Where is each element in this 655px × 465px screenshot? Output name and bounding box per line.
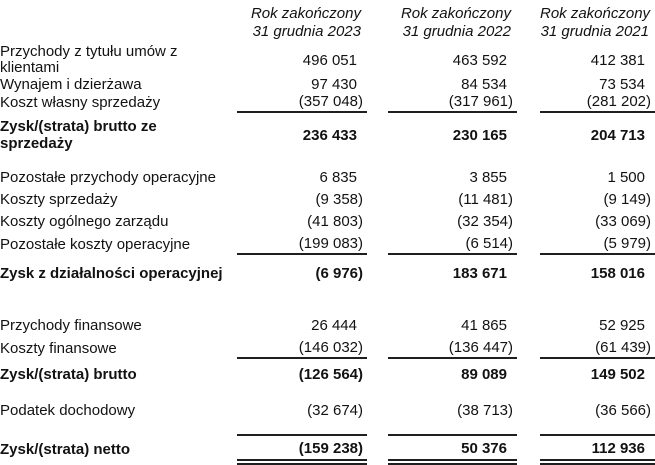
row-label: Koszty sprzedaży [0,190,118,208]
value-2021: 412 381 [590,51,645,69]
value-2023: 6 835 [319,168,357,186]
row-zysk-brutto-ze-sprzedazy: Zysk/(strata) brutto ze sprzedaży 236 43… [0,118,655,152]
row-label: Zysk/(strata) brutto ze sprzedaży [0,118,157,152]
value-2022: 230 165 [452,126,507,144]
row-koszty-finansowe: Koszty finansowe (146 032) (136 447) (61… [0,336,655,361]
column-header-2021: Rok zakończony 31 grudnia 2021 [540,5,655,41]
row-wynajem-dzierzawa: Wynajem i dzierżawa 97 430 84 534 73 534 [0,76,655,93]
value-2021: 204 713 [590,126,645,144]
row-label: Koszty finansowe [0,340,117,357]
value-2022: (32 354) [457,212,513,230]
value-2023: (159 238) [237,434,367,465]
value-2021: 149 502 [590,366,645,383]
row-koszty-sprzedazy: Koszty sprzedaży (9 358) (11 481) (9 149… [0,188,655,210]
value-2023: 496 051 [302,51,357,69]
row-label: Koszty ogólnego zarządu [0,212,169,230]
value-2023: 26 444 [311,316,357,334]
row-pozostale-przychody-operacyjne: Pozostałe przychody operacyjne 6 835 3 8… [0,166,655,188]
row-zysk-strata-netto: Zysk/(strata) netto (159 238) 50 376 112… [0,434,655,465]
row-label: Wynajem i dzierżawa [0,75,142,93]
value-2021: (36 566) [595,402,651,419]
column-header-line2: 31 grudnia 2023 [252,23,361,40]
value-2022: (136 447) [388,339,517,359]
column-header-line1: Rok zakończony [540,5,651,22]
value-2023: (199 083) [237,235,367,255]
year-column-headers: Rok zakończony 31 grudnia 2023 Rok zakoń… [0,5,655,41]
section-gap [0,282,655,314]
row-label: Przychody finansowe [0,316,142,334]
value-2023: (146 032) [237,339,367,359]
row-zysk-strata-brutto: Zysk/(strata) brutto (126 564) 89 089 14… [0,366,655,383]
value-2023: (41 803) [307,212,363,230]
value-2021: (281 202) [540,93,655,113]
row-przychody-finansowe: Przychody finansowe 26 444 41 865 52 925 [0,314,655,336]
row-label: Pozostałe przychody operacyjne [0,168,216,186]
row-label: Zysk z działalności operacyjnej [0,265,223,282]
header-spacer [0,5,237,41]
value-2023: (126 564) [298,366,363,383]
value-2023: 236 433 [302,126,357,144]
row-koszty-ogolnego-zarzadu: Koszty ogólnego zarządu (41 803) (32 354… [0,210,655,232]
row-zysk-dzialalnosc-operacyjna: Zysk z działalności operacyjnej (6 976) … [0,265,655,282]
value-2021: (61 439) [540,339,655,359]
value-2023: 97 430 [311,76,357,93]
column-header-line1: Rok zakończony [400,5,511,22]
value-2021: 112 936 [540,434,655,465]
column-header-2022: Rok zakończony 31 grudnia 2022 [388,5,517,41]
column-header-line2: 31 grudnia 2021 [540,23,649,40]
value-2021: (9 149) [603,190,651,208]
value-2023: (32 674) [307,402,363,419]
row-label: Zysk/(strata) netto [0,441,131,458]
column-header-2023: Rok zakończony 31 grudnia 2023 [237,5,367,41]
row-label: Koszt własny sprzedaży [0,94,161,111]
value-2021: (33 069) [595,212,651,230]
row-label: Podatek dochodowy [0,401,136,419]
value-2021: 52 925 [599,316,645,334]
value-2022: 183 671 [452,265,507,282]
value-2022: 50 376 [388,434,517,465]
value-2022: (11 481) [458,190,513,208]
value-2021: 158 016 [590,265,645,282]
section-gap [0,152,655,166]
row-label: Przychody z tytułu umów z klientami [0,43,178,76]
value-2023: (6 976) [315,265,363,282]
value-2021: (5 979) [540,235,655,255]
row-koszt-wlasny-sprzedazy: Koszt własny sprzedaży (357 048) (317 96… [0,93,655,113]
value-2022: 41 865 [461,316,507,334]
row-podatek-dochodowy: Podatek dochodowy (32 674) (38 713) (36 … [0,402,655,419]
row-pozostale-koszty-operacyjne: Pozostałe koszty operacyjne (199 083) (6… [0,232,655,257]
value-2022: (38 713) [457,402,513,419]
value-2021: 1 500 [607,168,645,186]
value-2022: 463 592 [452,51,507,69]
row-label: Pozostałe koszty operacyjne [0,236,191,253]
value-2022: 89 089 [461,366,507,383]
value-2023: (357 048) [237,93,367,113]
row-label: Zysk/(strata) brutto [0,366,137,383]
value-2023: (9 358) [315,190,363,208]
value-2022: 84 534 [461,76,507,93]
column-header-line1: Rok zakończony [250,5,361,22]
value-2022: 3 855 [469,168,507,186]
value-2022: (6 514) [388,235,517,255]
value-2021: 73 534 [599,76,645,93]
value-2022: (317 961) [388,93,517,113]
column-header-line2: 31 grudnia 2022 [402,23,511,40]
row-przychody-z-umow: Przychody z tytułu umów z klientami 496 … [0,44,655,76]
